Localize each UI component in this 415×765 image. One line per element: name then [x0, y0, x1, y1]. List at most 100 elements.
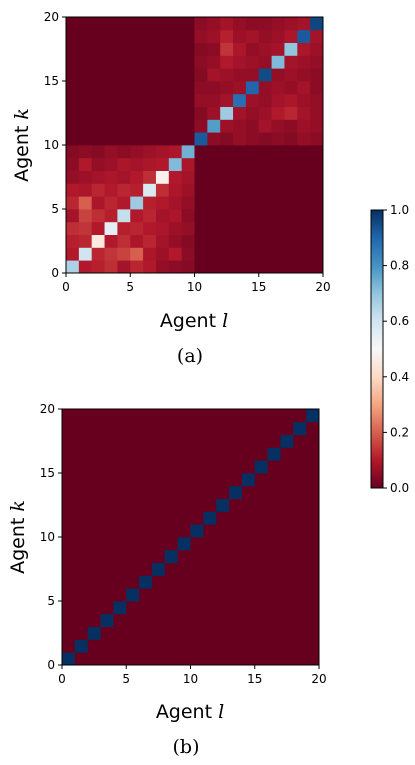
heatmap-cell	[297, 196, 311, 210]
heatmap-cell	[233, 170, 247, 184]
heatmap-cell	[100, 626, 114, 640]
heatmap-cell	[241, 409, 256, 423]
heatmap-cell	[117, 17, 131, 31]
heatmap-cell	[216, 485, 230, 499]
heatmap-cell	[87, 409, 101, 423]
heatmap-cell	[155, 29, 170, 43]
heatmap-cell	[113, 434, 127, 448]
heatmap-cell	[74, 549, 89, 563]
heatmap-cell	[284, 170, 298, 184]
heatmap-cell	[190, 639, 204, 653]
heatmap-cell	[126, 639, 140, 653]
heatmap-cell	[177, 447, 191, 461]
heatmap-cell	[104, 247, 118, 261]
heatmap-cell	[297, 209, 311, 223]
heatmap-cell	[216, 626, 230, 640]
heatmap-cell	[100, 639, 114, 653]
heatmap-cell	[181, 247, 195, 261]
heatmap-cell	[284, 17, 298, 31]
heatmap-cell	[130, 196, 144, 210]
heatmap-cell	[229, 485, 243, 499]
heatmap-cell	[87, 473, 101, 487]
heatmap-cell	[306, 434, 320, 448]
heatmap-cell	[78, 145, 93, 159]
heatmap-cell	[271, 68, 285, 82]
heatmap-cell	[66, 106, 80, 120]
heatmap-cell	[216, 473, 230, 487]
heatmap-cell	[207, 170, 221, 184]
heatmap-cell	[66, 183, 80, 197]
y-tick-label: 10	[40, 530, 55, 544]
heatmap-cell	[190, 562, 204, 576]
heatmap-cell	[155, 170, 170, 184]
heatmap-cell	[104, 157, 118, 171]
heatmap-cell	[220, 170, 234, 184]
heatmap-cell	[258, 42, 272, 56]
heatmap-cell	[245, 260, 260, 274]
heatmap-cell	[306, 626, 320, 640]
heatmap-cell	[306, 524, 320, 538]
y-ticks-b: 0 5 10 15 20	[40, 402, 62, 672]
heatmap-cell	[113, 421, 127, 435]
colorbar-tick-label: 0.8	[390, 259, 409, 273]
heatmap-cell	[310, 68, 324, 82]
heatmap-cell	[241, 434, 256, 448]
heatmap-cell	[216, 447, 230, 461]
heatmap-cell	[280, 460, 294, 474]
heatmap-cell	[207, 183, 221, 197]
heatmap-cell	[254, 575, 268, 589]
heatmap-cell	[293, 601, 307, 615]
heatmap-cell	[267, 498, 281, 512]
heatmap-cell	[78, 196, 93, 210]
heatmap-cell	[151, 498, 166, 512]
heatmap-cell	[164, 626, 179, 640]
heatmap-cell	[241, 652, 256, 666]
heatmap-cell	[151, 485, 166, 499]
heatmap-cell	[100, 652, 114, 666]
heatmap-cell	[151, 447, 166, 461]
heatmap-cell	[233, 157, 247, 171]
heatmap-cell	[220, 42, 234, 56]
x-tick-label: 20	[315, 280, 330, 294]
heatmap-cell	[151, 575, 166, 589]
heatmap-cell	[306, 447, 320, 461]
heatmap-cell	[164, 639, 179, 653]
colorbar-tick-label: 0.6	[390, 314, 409, 328]
heatmap-cell	[151, 434, 166, 448]
heatmap-cell	[126, 460, 140, 474]
heatmap-cell	[181, 145, 195, 159]
heatmap-cell	[66, 170, 80, 184]
heatmap-cell	[126, 652, 140, 666]
heatmap-cell	[126, 524, 140, 538]
heatmap-cell	[220, 221, 234, 235]
heatmap-cell	[126, 473, 140, 487]
heatmap-cell	[284, 196, 298, 210]
heatmap-cell	[194, 247, 208, 261]
heatmap-cell	[310, 157, 324, 171]
heatmap-cell	[177, 524, 191, 538]
heatmap-cell	[78, 234, 93, 248]
heatmap-cell	[190, 588, 204, 602]
y-tick-label: 5	[51, 202, 59, 216]
heatmap-cell	[216, 575, 230, 589]
heatmap-cell	[139, 409, 153, 423]
heatmap-cell	[126, 447, 140, 461]
heatmap-cell	[87, 434, 101, 448]
heatmap-cell	[306, 601, 320, 615]
heatmap-cell	[293, 549, 307, 563]
heatmap-cell	[254, 537, 268, 551]
heatmap-cell	[130, 68, 144, 82]
heatmap-cell	[91, 247, 105, 261]
y-tick-label: 20	[44, 10, 59, 24]
heatmap-cell	[78, 247, 93, 261]
heatmap-cell	[207, 106, 221, 120]
heatmap-cell	[117, 106, 131, 120]
y-tick-label: 20	[40, 402, 55, 416]
heatmap-cell	[267, 485, 281, 499]
heatmap-cell	[66, 68, 80, 82]
heatmap-cell	[229, 588, 243, 602]
heatmap-cell	[271, 260, 285, 274]
heatmap-cell	[254, 485, 268, 499]
heatmap-cell	[194, 55, 208, 69]
heatmap-cell	[190, 473, 204, 487]
